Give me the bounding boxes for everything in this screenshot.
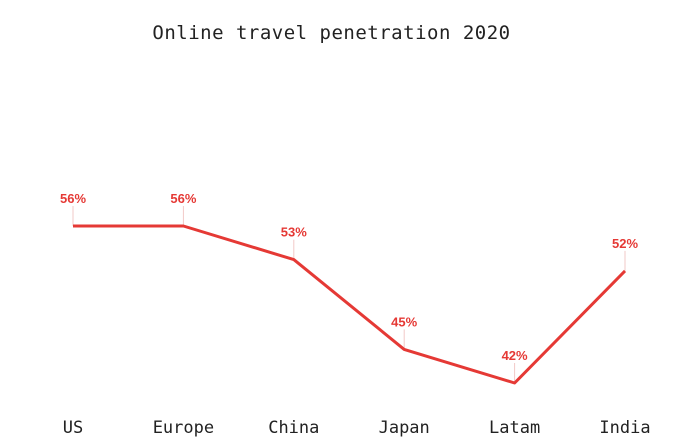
x-tick-label: Europe [153,418,214,438]
data-label: 42% [502,348,528,363]
data-label: 56% [60,191,86,206]
x-tick-label: China [268,418,319,438]
x-tick-label: Latam [489,418,540,438]
category-labels: US Europe China Japan Latam India [63,418,651,438]
x-tick-label: US [63,418,83,438]
data-label: 53% [281,225,307,240]
value-labels: 56% 56% 53% 45% 42% 52% [60,191,638,363]
data-label: 56% [170,191,196,206]
series-line [73,224,627,385]
x-tick-label: Japan [379,418,430,438]
data-label: 52% [612,236,638,251]
leader-lines [72,206,626,383]
x-tick-label: India [599,418,650,438]
data-label: 45% [391,314,417,329]
chart-title: Online travel penetration 2020 [152,22,511,44]
